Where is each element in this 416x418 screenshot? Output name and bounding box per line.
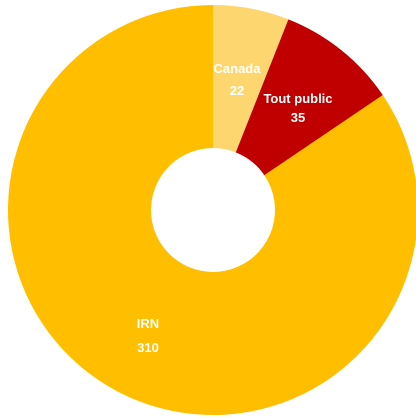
donut-slice-irn: [8, 5, 416, 415]
donut-slices: [8, 5, 416, 415]
donut-labels: Canada 22 Tout public 35 IRN 310: [137, 61, 333, 355]
slice-label-value: 22: [230, 83, 244, 98]
slice-label-value: 310: [137, 340, 159, 355]
slice-label-name: Canada: [214, 61, 262, 76]
slice-label-name: Tout public: [263, 91, 332, 106]
slice-label-name: IRN: [137, 316, 159, 331]
donut-slice-canada: [213, 5, 289, 153]
slice-label-value: 35: [291, 110, 305, 125]
donut-slice-tout-public: [235, 19, 383, 176]
